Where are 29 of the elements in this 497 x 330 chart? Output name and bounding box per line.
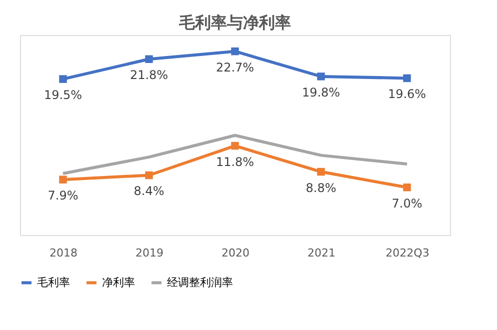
legend-label: 净利率	[102, 276, 135, 289]
data-label: 22.7%	[216, 60, 254, 74]
point	[231, 142, 239, 150]
data-label: 21.8%	[130, 68, 168, 82]
data-label: 19.5%	[44, 88, 82, 102]
legend-label: 经调整利润率	[167, 276, 233, 289]
data-label: 19.8%	[302, 85, 340, 100]
point	[145, 171, 153, 180]
data-label: 19.6%	[388, 87, 426, 102]
point	[403, 74, 411, 82]
legend-label: 毛利率	[37, 276, 70, 289]
x-tick-label: 2022Q3	[386, 246, 430, 260]
x-tick-label: 2021	[308, 246, 336, 260]
point	[317, 72, 325, 80]
point	[145, 55, 153, 63]
chart-title: 毛利率与净利率	[178, 13, 291, 32]
data-label: 7.0%	[392, 196, 422, 210]
point	[403, 184, 411, 192]
data-label: 8.4%	[134, 184, 164, 198]
point	[231, 47, 239, 56]
point	[317, 168, 325, 176]
point	[59, 176, 67, 184]
data-label: 7.9%	[48, 188, 78, 203]
data-label: 11.8%	[216, 154, 254, 169]
x-tick-label: 2019	[136, 246, 164, 260]
x-tick-label: 2020	[222, 246, 250, 260]
point	[59, 75, 67, 83]
x-tick-label: 2018	[50, 246, 78, 260]
data-label: 8.8%	[306, 180, 336, 195]
